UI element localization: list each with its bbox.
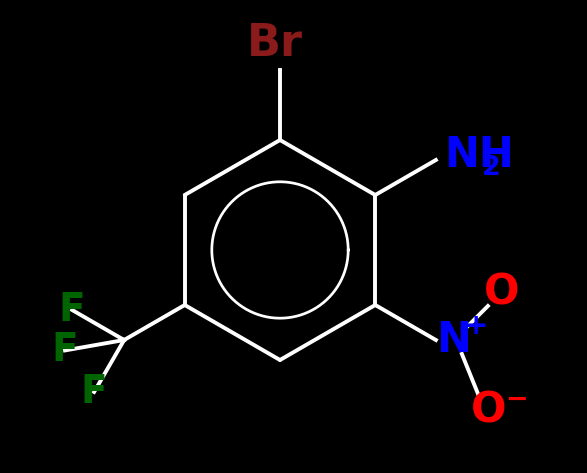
Text: F: F — [81, 373, 107, 411]
Text: NH: NH — [444, 134, 514, 176]
Text: F: F — [52, 332, 78, 369]
Text: Br: Br — [247, 22, 303, 65]
Text: N: N — [437, 319, 471, 361]
Text: 2: 2 — [482, 155, 501, 181]
Text: +: + — [464, 312, 488, 340]
Text: −: − — [505, 387, 528, 413]
Text: O: O — [484, 271, 519, 313]
Text: O: O — [471, 389, 507, 431]
Text: F: F — [59, 291, 86, 329]
